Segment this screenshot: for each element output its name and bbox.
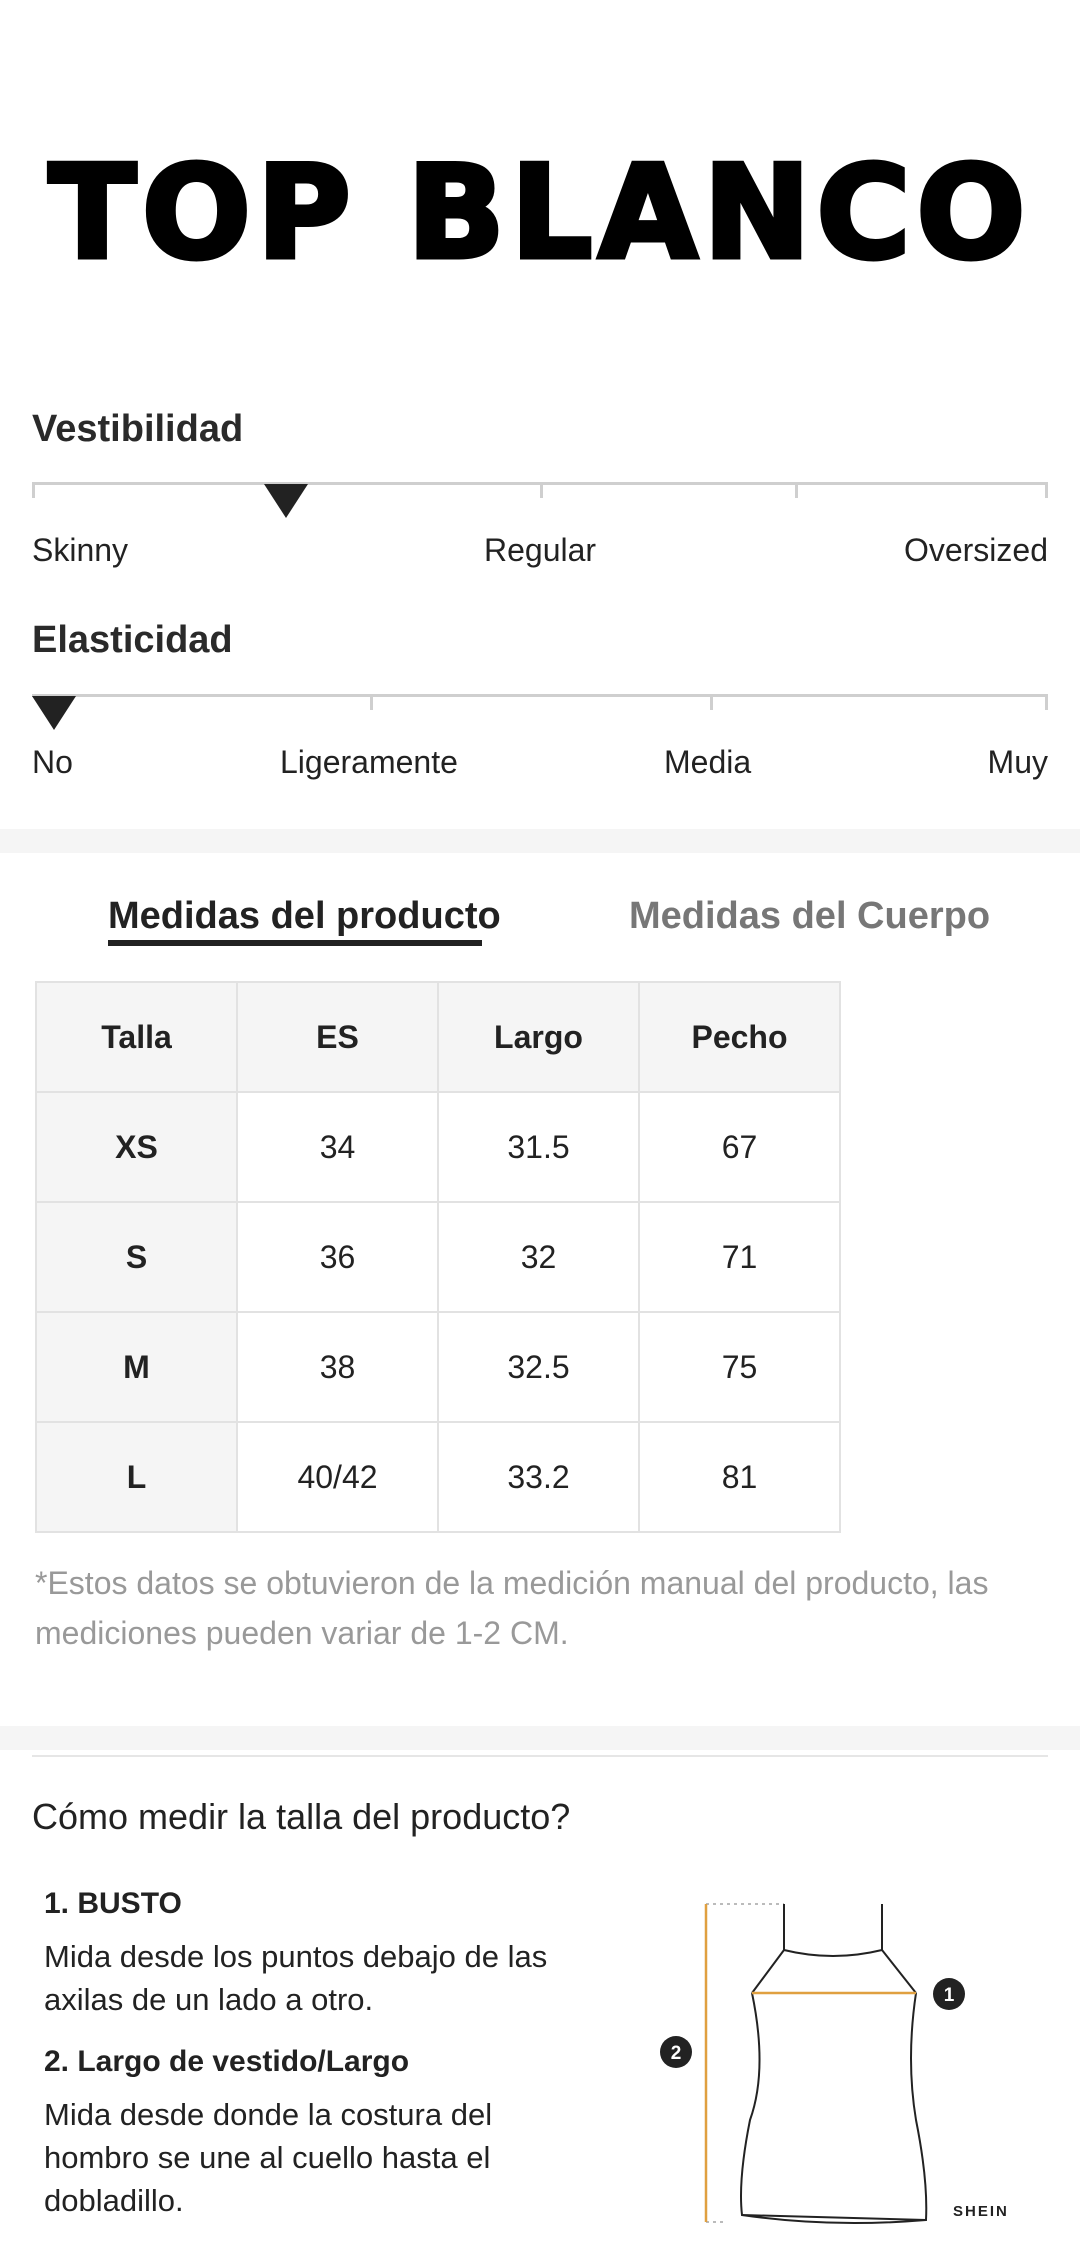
measurement-note: *Estos datos se obtuvieron de la medició… bbox=[35, 1565, 989, 1651]
section-separator bbox=[0, 1726, 1080, 1750]
marker-2-icon bbox=[660, 2036, 692, 2068]
cell-es: 40/42 bbox=[236, 1421, 439, 1533]
how-to-measure-title: Cómo medir la talla del producto? bbox=[32, 1796, 571, 1837]
cell-pecho: 75 bbox=[638, 1311, 841, 1423]
cell-largo: 32 bbox=[437, 1201, 640, 1313]
cell-size: S bbox=[35, 1201, 238, 1313]
cell-largo: 31.5 bbox=[437, 1091, 640, 1203]
bust-description: Mida desde los puntos debajo de las axil… bbox=[44, 1939, 548, 2017]
table-header-row: Talla ES Largo Pecho bbox=[35, 981, 841, 1093]
fit-tick bbox=[1045, 482, 1048, 498]
tank-top-diagram: 1 2 SHEIN bbox=[650, 1890, 1050, 2235]
fit-option-regular: Regular bbox=[484, 532, 597, 568]
header-talla: Talla bbox=[35, 981, 238, 1093]
fit-tick bbox=[795, 482, 798, 498]
elasticity-option-muy: Muy bbox=[987, 744, 1048, 780]
tank-top-illustration: 1 2 SHEIN bbox=[660, 1903, 1009, 2225]
cell-size: XS bbox=[35, 1091, 238, 1203]
cell-es: 36 bbox=[236, 1201, 439, 1313]
cell-es: 38 bbox=[236, 1311, 439, 1423]
cell-largo: 33.2 bbox=[437, 1421, 640, 1533]
section-separator bbox=[0, 829, 1080, 853]
tab-product-measurements[interactable]: Medidas del producto bbox=[108, 895, 501, 937]
fit-tick bbox=[540, 482, 543, 498]
fit-option-oversized: Oversized bbox=[903, 532, 1048, 568]
tab-body-measurements[interactable]: Medidas del Cuerpo bbox=[629, 895, 991, 937]
table-row: XS 34 31.5 67 bbox=[35, 1091, 841, 1203]
cell-pecho: 67 bbox=[638, 1091, 841, 1203]
elasticity-tick bbox=[1045, 694, 1048, 710]
cell-largo: 32.5 bbox=[437, 1311, 640, 1423]
elasticity-label: Elasticidad bbox=[32, 619, 233, 661]
marker-2-label: 2 bbox=[671, 2043, 682, 2064]
marker-1-icon bbox=[933, 1978, 965, 2010]
table-row: S 36 32 71 bbox=[35, 1201, 841, 1313]
header-pecho: Pecho bbox=[638, 981, 841, 1093]
elasticity-tick bbox=[370, 694, 373, 710]
divider bbox=[32, 1755, 1048, 1757]
fit-option-skinny: Skinny bbox=[32, 532, 129, 568]
header-largo: Largo bbox=[437, 981, 640, 1093]
elasticity-tick bbox=[710, 694, 713, 710]
table-row: M 38 32.5 75 bbox=[35, 1311, 841, 1423]
elasticity-pointer-icon bbox=[32, 696, 76, 730]
length-heading: 2. Largo de vestido/Largo bbox=[44, 2045, 410, 2078]
marker-1-label: 1 bbox=[944, 1985, 955, 2006]
elasticity-option-no: No bbox=[32, 744, 73, 780]
active-tab-underline bbox=[108, 940, 482, 946]
cell-pecho: 81 bbox=[638, 1421, 841, 1533]
brand-logo: SHEIN bbox=[953, 2203, 1009, 2220]
length-description: Mida desde donde la costura del hombro s… bbox=[44, 2097, 493, 2218]
cell-size: L bbox=[35, 1421, 238, 1533]
bust-heading: 1. BUSTO bbox=[44, 1887, 182, 1920]
elasticity-option-media: Media bbox=[664, 744, 752, 780]
elasticity-scale-line bbox=[32, 694, 1048, 697]
product-title: TOP BLANCO bbox=[46, 139, 1032, 288]
header-es: ES bbox=[236, 981, 439, 1093]
fit-pointer-icon bbox=[264, 484, 308, 518]
cell-pecho: 71 bbox=[638, 1201, 841, 1313]
fit-tick bbox=[32, 482, 35, 498]
fit-label: Vestibilidad bbox=[32, 408, 244, 450]
table-row: L 40/42 33.2 81 bbox=[35, 1421, 841, 1533]
elasticity-option-ligeramente: Ligeramente bbox=[280, 744, 458, 780]
cell-es: 34 bbox=[236, 1091, 439, 1203]
size-table: Talla ES Largo Pecho XS 34 31.5 67 S 36 … bbox=[35, 981, 841, 1533]
cell-size: M bbox=[35, 1311, 238, 1423]
